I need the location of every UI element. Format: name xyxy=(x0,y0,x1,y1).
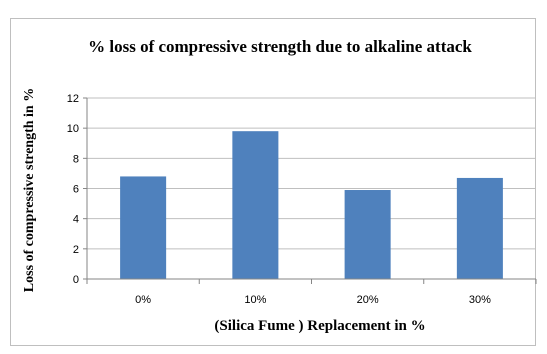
x-tick-label: 20% xyxy=(357,294,379,306)
y-tick-label: 2 xyxy=(73,244,79,256)
x-tick-labels: 0% 10% 20% 30% xyxy=(135,294,491,306)
y-tick-label: 0 xyxy=(73,274,79,286)
y-tick-label: 8 xyxy=(73,153,79,165)
y-tick-label: 4 xyxy=(73,214,79,226)
y-tick-label: 6 xyxy=(73,184,79,196)
bar-10pct xyxy=(232,131,278,279)
bar-30pct xyxy=(457,178,503,279)
bars xyxy=(120,131,503,279)
y-tick-labels: 0 2 4 6 8 10 12 xyxy=(67,93,79,286)
y-tick-label: 12 xyxy=(67,93,79,105)
y-tick-label: 10 xyxy=(67,123,79,135)
x-tick-label: 0% xyxy=(135,294,151,306)
bar-0pct xyxy=(120,176,166,279)
bar-20pct xyxy=(345,190,391,279)
x-tick-label: 30% xyxy=(469,294,491,306)
x-tick-label: 10% xyxy=(244,294,266,306)
